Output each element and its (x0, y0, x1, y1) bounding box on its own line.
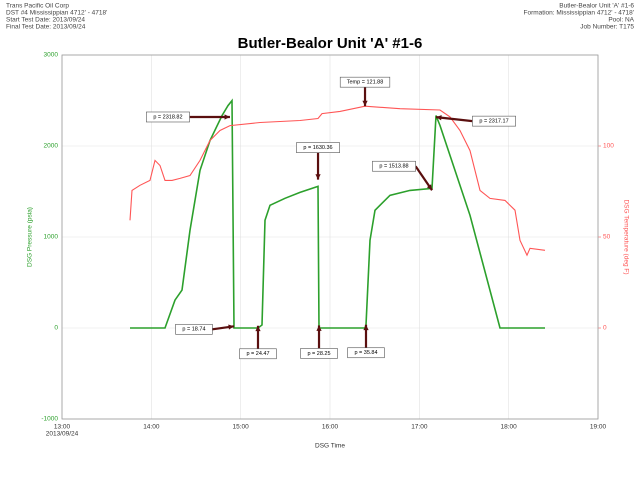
annotation-arrowhead (426, 184, 433, 191)
header-right: Pool: NA (608, 17, 634, 24)
annotation-label: p = 24.47 (246, 351, 269, 357)
annotation-arrowhead (228, 324, 234, 330)
annotation-label: p = 1630.36 (303, 145, 332, 151)
x-tick-label: 18:00 (501, 424, 518, 431)
x-date-label: 2013/09/24 (46, 431, 79, 438)
annotation-box (372, 160, 416, 172)
annotation-arrowhead (315, 174, 321, 180)
annotation-box (472, 115, 516, 127)
annotation-label: p = 18.74 (182, 327, 205, 333)
header-left: Start Test Date: 2013/09/24 (6, 17, 85, 24)
annotation-arrowhead (224, 114, 230, 120)
annotation-label: p = 1513.88 (379, 164, 408, 170)
header-right: Formation: Mississippian 4712' - 4718' (523, 10, 634, 17)
annotation-label: Temp = 121.88 (347, 80, 384, 86)
plot-frame (61, 54, 599, 420)
header-right: Job Number: T175 (580, 24, 634, 31)
y-tick-label: -1000 (41, 416, 58, 423)
annotation-label: p = 2317.17 (479, 119, 508, 125)
annotation-arrow (435, 116, 473, 123)
annotation-box (146, 111, 190, 123)
annotation-box (175, 323, 213, 335)
x-tick-label: 19:00 (590, 424, 607, 431)
y2-tick-label: 50 (603, 234, 611, 241)
x-axis-label: DSG Time (315, 443, 345, 450)
annotation-box (296, 142, 340, 153)
y2-tick-label: 0 (603, 325, 607, 332)
annotation-arrowhead (436, 115, 442, 121)
x-tick-label: 17:00 (411, 424, 428, 431)
x-tick-label: 14:00 (143, 424, 160, 431)
x-tick-label: 13:00 (54, 424, 71, 431)
y2-axis-label: DSG Temperature (deg F) (622, 199, 629, 274)
y-tick-label: 1000 (44, 234, 59, 241)
annotation-arrowhead (255, 325, 261, 332)
y-axis-label: DSG Pressure (psia) (27, 207, 34, 267)
annotation-box (300, 348, 338, 359)
header-left: Final Test Date: 2013/09/24 (6, 24, 86, 31)
annotation-box (239, 348, 277, 360)
annotation-arrowhead (316, 325, 322, 331)
y-tick-label: 2000 (44, 143, 59, 150)
annotation-arrowhead (363, 324, 369, 331)
header-left: Trans Pacific Oil Corp (6, 3, 69, 10)
y-tick-label: 0 (54, 325, 58, 332)
header-right: Butler-Bealor Unit 'A' #1-6 (559, 3, 634, 10)
data-line (129, 105, 546, 257)
annotation-box (347, 347, 385, 359)
header-left: DST #4 Mississippian 4712' - 4718' (6, 10, 107, 17)
x-tick-label: 16:00 (322, 424, 339, 431)
data-line (130, 98, 545, 329)
y2-tick-label: 100 (603, 143, 614, 150)
y-tick-label: 3000 (44, 52, 59, 59)
annotation-label: p = 35.84 (354, 350, 377, 356)
x-tick-label: 15:00 (233, 424, 250, 431)
annotation-arrowhead (362, 100, 368, 107)
annotation-box (339, 76, 391, 88)
chart-title: Butler-Bealor Unit 'A' #1-6 (238, 35, 423, 52)
annotation-label: p = 2318.82 (153, 114, 182, 120)
annotation-label: p = 28.25 (307, 351, 330, 357)
